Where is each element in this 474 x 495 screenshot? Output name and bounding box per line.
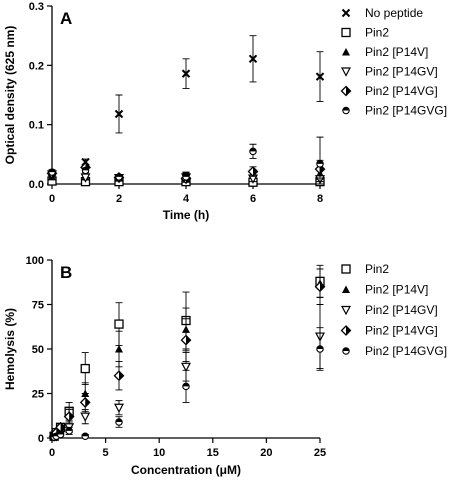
y-tick-label: 0.1 xyxy=(29,120,44,132)
y-tick-label: 75 xyxy=(32,300,44,312)
legend-marker xyxy=(342,285,350,293)
legend-label: Pin2 [P14GV] xyxy=(365,65,438,79)
data-point xyxy=(115,345,123,353)
data-point-fill xyxy=(119,371,124,381)
legend-marker-fill xyxy=(346,326,351,335)
data-point-fill xyxy=(115,418,123,422)
data-point xyxy=(114,319,124,329)
y-tick-label: 50 xyxy=(32,344,44,356)
x-tick-label: 15 xyxy=(207,447,219,459)
data-point-fill xyxy=(182,173,190,177)
x-tick-label: 10 xyxy=(153,447,165,459)
y-tick-label: 25 xyxy=(32,389,44,401)
legend-marker xyxy=(341,305,351,316)
data-point-fill xyxy=(249,148,257,152)
x-tick-label: 5 xyxy=(103,447,109,459)
y-axis-title: Optical density (625 nm) xyxy=(3,26,17,165)
panel-b: 0 5 10 15 20 25 0 25 50 75 100 B Concentration (μM) H… xyxy=(3,255,447,477)
data-point xyxy=(114,109,124,119)
x-tick-label: 4 xyxy=(183,193,190,205)
data-point-fill xyxy=(320,282,325,292)
x-tick-label: 20 xyxy=(260,447,272,459)
y-tick-label: 0.3 xyxy=(29,1,44,13)
panel-letter: A xyxy=(60,9,72,28)
legend-marker-fill xyxy=(346,86,351,96)
data-point-fill xyxy=(60,422,66,432)
legend-label: Pin2 [P14V] xyxy=(365,45,428,59)
legend-marker xyxy=(341,264,351,274)
legend-label: Pin2 [P14VG] xyxy=(365,324,438,338)
x-tick-label: 0 xyxy=(49,447,55,459)
data-point-fill xyxy=(48,168,56,173)
legend-label: Pin2 [P14GV] xyxy=(365,303,438,317)
data-point-fill xyxy=(182,383,190,387)
legend-label: Pin2 [P14GVG] xyxy=(365,344,447,358)
y-tick-label: 0.2 xyxy=(29,60,44,72)
x-tick-label: 25 xyxy=(314,447,326,459)
data-point xyxy=(315,72,325,81)
legend-marker xyxy=(341,67,351,77)
legend-label: Pin2 [P14GVG] xyxy=(365,104,447,118)
data-point-fill xyxy=(69,412,74,422)
data-point xyxy=(181,362,191,373)
legend-marker-fill xyxy=(342,107,350,111)
x-tick-label: 2 xyxy=(116,193,122,205)
data-point-fill xyxy=(82,167,89,171)
data-point-fill xyxy=(316,345,324,349)
y-tick-label: 100 xyxy=(26,255,44,267)
legend-marker xyxy=(341,8,351,18)
x-tick-label: 6 xyxy=(250,193,256,205)
data-point-fill xyxy=(65,427,73,431)
x-axis-title: Time (h) xyxy=(163,208,209,222)
y-tick-label: 0 xyxy=(38,433,44,445)
x-tick-label: 0 xyxy=(49,193,55,205)
y-tick-label: 0.0 xyxy=(29,179,44,191)
legend-label: No peptide xyxy=(365,6,423,20)
data-point xyxy=(80,363,90,374)
data-point-fill xyxy=(85,397,90,407)
data-point-fill xyxy=(186,335,191,345)
panel-letter: B xyxy=(60,263,72,282)
data-point-fill xyxy=(253,167,258,177)
legend-label: Pin2 [P14VG] xyxy=(365,84,438,98)
data-point xyxy=(181,69,191,78)
legend-marker xyxy=(341,27,351,38)
legend-marker xyxy=(342,48,350,56)
x-tick-label: 8 xyxy=(317,193,323,205)
data-point-fill xyxy=(115,173,123,177)
data-point xyxy=(248,54,258,64)
data-point-fill xyxy=(316,160,324,164)
legend-marker-fill xyxy=(342,347,350,351)
data-point-fill xyxy=(57,431,64,435)
legend-label: Pin2 [P14V] xyxy=(365,283,428,297)
data-point xyxy=(114,403,124,414)
data-point-fill xyxy=(82,433,89,437)
data-point xyxy=(80,412,91,422)
legend-label: Pin2 xyxy=(365,262,389,276)
x-axis-title: Concentration (μM) xyxy=(131,463,241,477)
legend-label: Pin2 xyxy=(365,26,389,40)
y-axis-title: Hemolysis (%) xyxy=(3,308,17,390)
panel-a: 0 2 4 6 8 0.0 0.1 0.2 0.3 A Time (h) Optical densit… xyxy=(3,1,447,222)
